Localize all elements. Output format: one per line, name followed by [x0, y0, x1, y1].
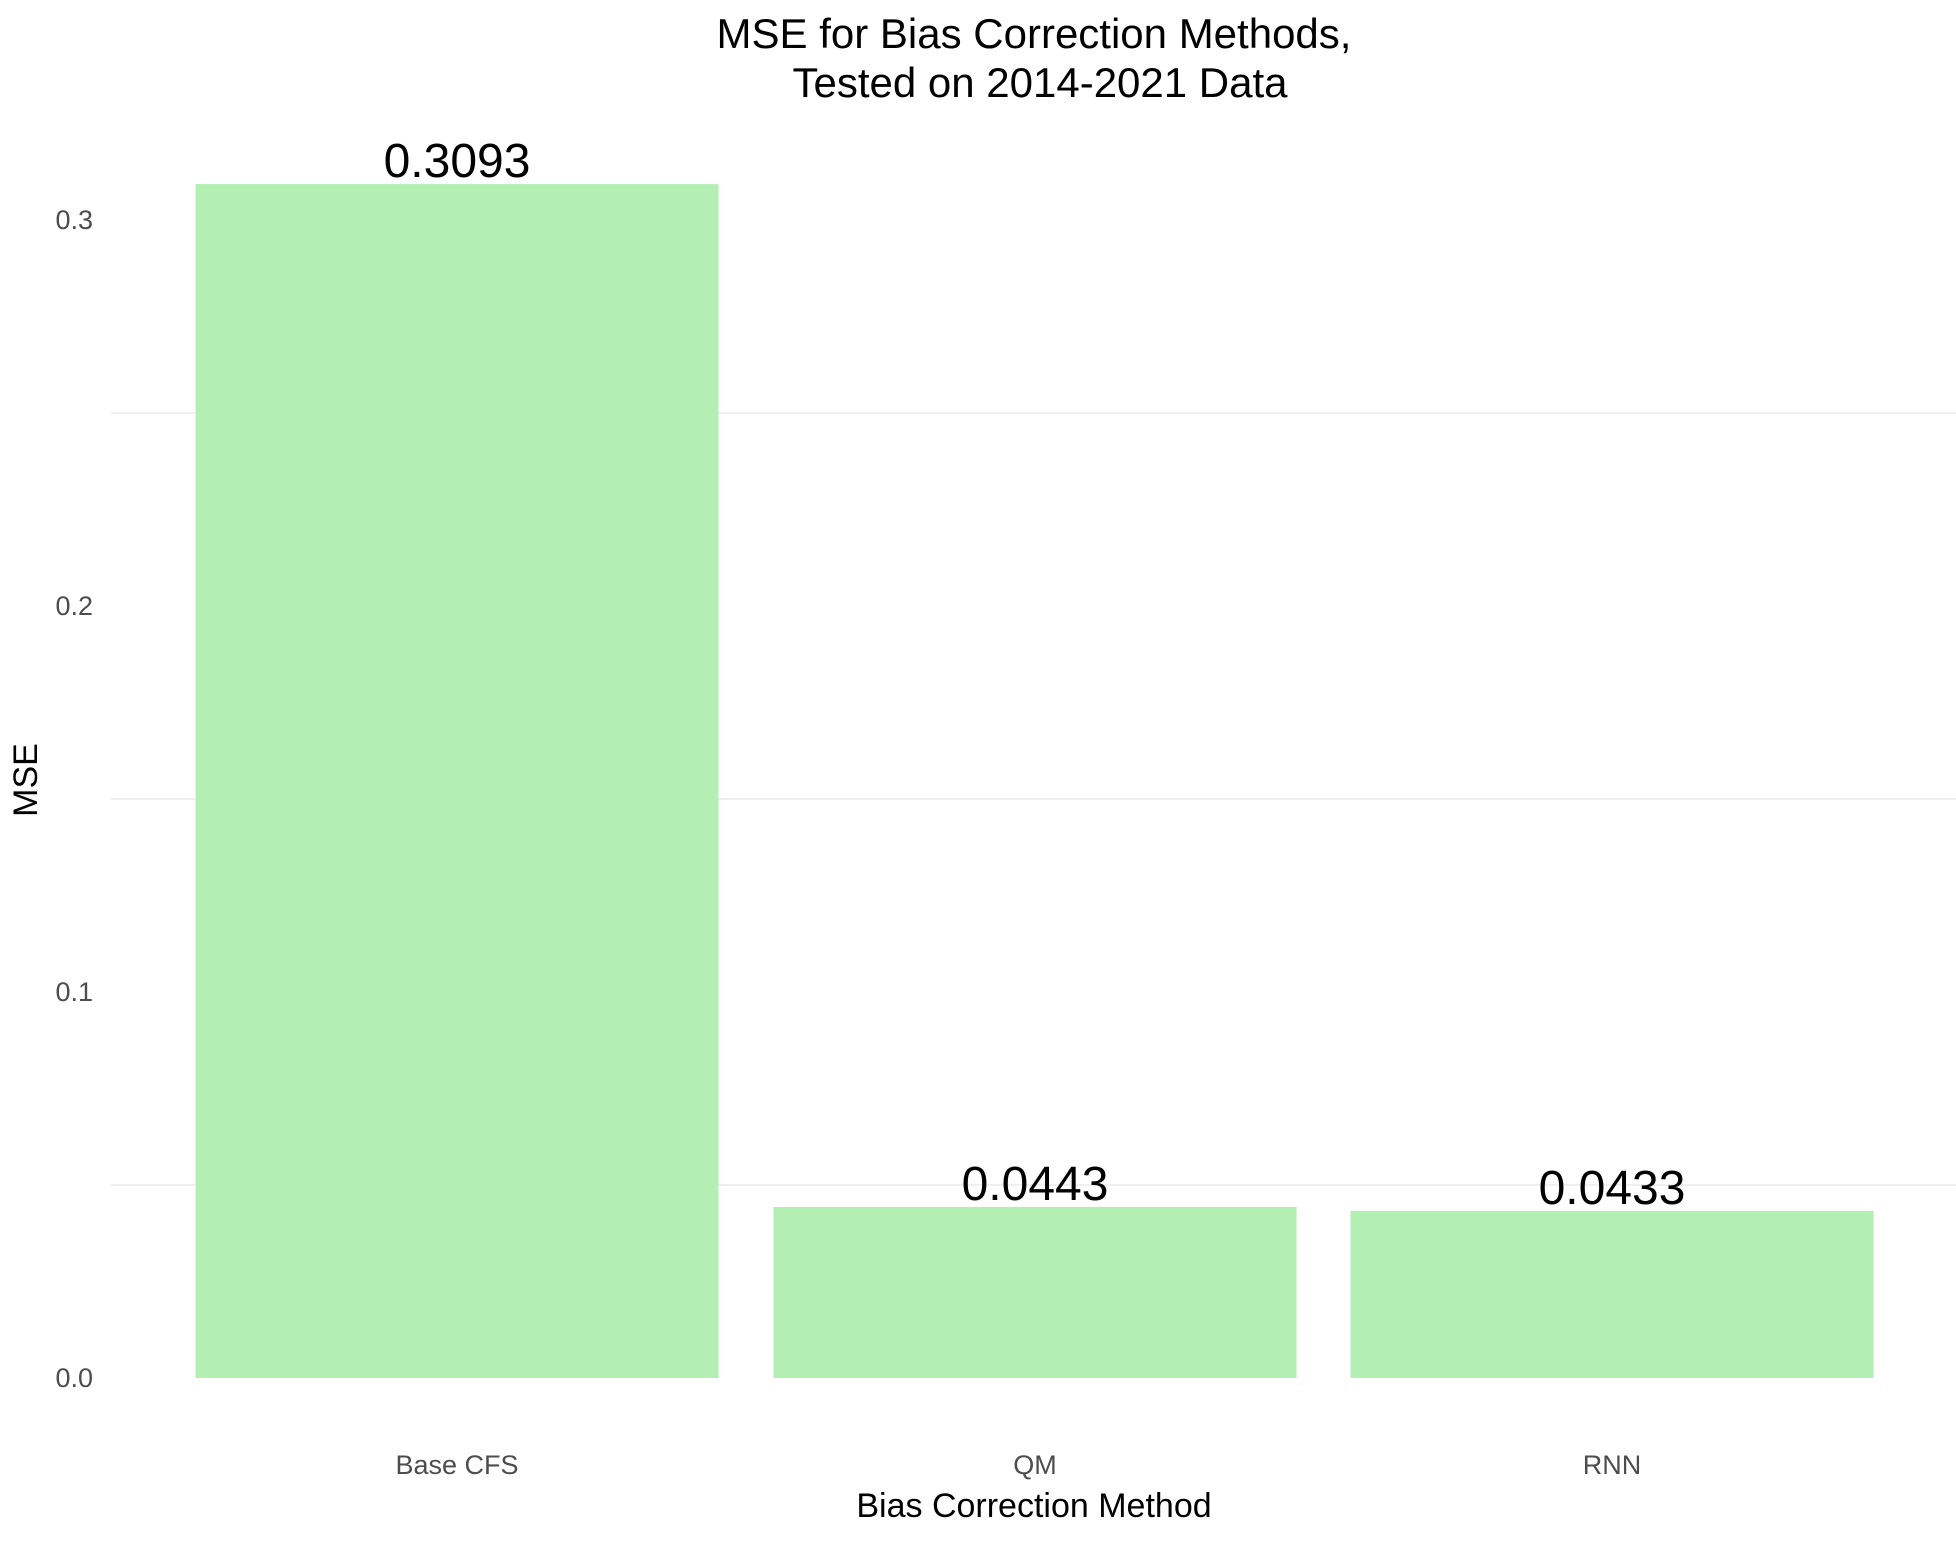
y-tick-label: 0.1 [55, 977, 93, 1007]
y-axis-title: MSE [7, 743, 45, 817]
x-axis-title: Bias Correction Method [856, 1487, 1211, 1525]
bar-value-label: 0.3093 [384, 135, 531, 188]
x-tick-label: Base CFS [395, 1450, 518, 1480]
chart-title-line-2: Tested on 2014-2021 Data [792, 59, 1288, 106]
chart-title: MSE for Bias Correction Methods, Tested … [717, 10, 1352, 106]
bar [773, 1207, 1297, 1378]
bars [195, 184, 1874, 1378]
x-tick-label: RNN [1583, 1450, 1642, 1480]
x-axis-tick-labels: Base CFS QM RNN [395, 1450, 1641, 1480]
y-tick-label: 0.0 [55, 1363, 93, 1393]
y-tick-label: 0.2 [55, 591, 93, 621]
bar-value-label: 0.0443 [962, 1158, 1109, 1211]
bar-value-label: 0.0433 [1539, 1162, 1686, 1215]
bar [1350, 1210, 1874, 1378]
data-labels: 0.3093 0.0443 0.0433 [384, 135, 1686, 1215]
y-axis-tick-labels: 0.0 0.1 0.2 0.3 [55, 205, 93, 1393]
y-tick-label: 0.3 [55, 205, 93, 235]
x-tick-label: QM [1013, 1450, 1057, 1480]
bar [195, 184, 719, 1378]
chart-title-line-1: MSE for Bias Correction Methods, [717, 10, 1352, 57]
